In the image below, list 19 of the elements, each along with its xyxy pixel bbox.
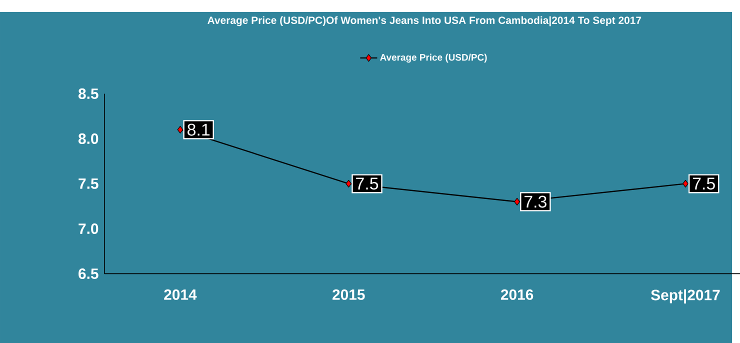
point [514,198,520,206]
data-label: 7.5 [692,178,715,190]
x-tick-label: 2014 [164,289,197,300]
y-tick-label: 6.5 [78,268,98,279]
data-label: 7.3 [524,196,546,208]
legend-label: Average Price (USD/PC) [380,54,487,63]
y-tick-label: 7.5 [78,178,98,189]
x-tick-label: 2015 [332,289,365,300]
y-tick-label: 8.5 [78,88,98,99]
chart-title: Average Price (USD/PC)Of Women's Jeans Into USA From Cambodia|2014 To Sept 2017 [208,16,642,26]
point [177,126,184,134]
y-tick-label: 7.0 [78,223,98,234]
x-tick-label: Sept|2017 [651,289,720,304]
x-tick-label: 2016 [500,289,534,300]
data-label: 8.1 [188,124,210,136]
y-tick-label: 8.0 [78,133,98,144]
data-label: 7.5 [356,178,378,190]
point [682,180,688,188]
point [346,180,352,188]
